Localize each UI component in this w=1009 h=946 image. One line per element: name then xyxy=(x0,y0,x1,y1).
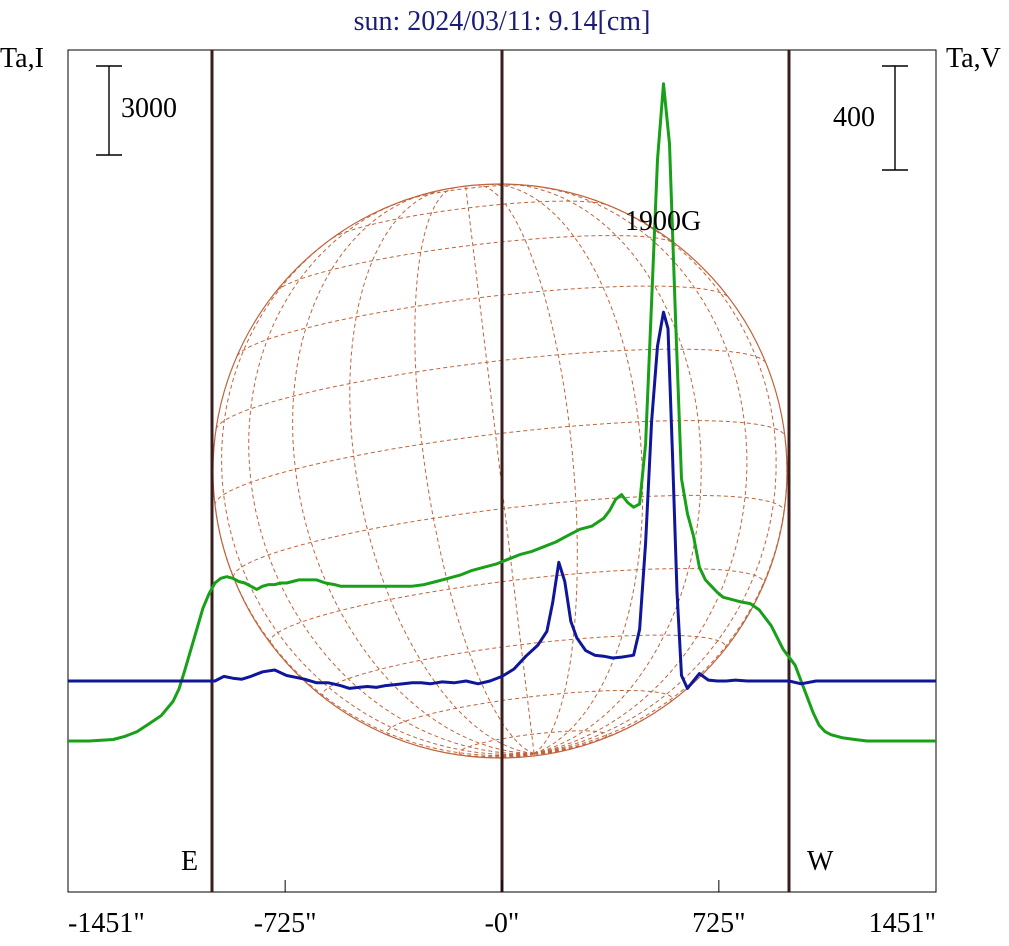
sun-grid-line xyxy=(216,349,766,429)
left-scale-bar xyxy=(96,66,122,155)
sun-grid-line xyxy=(534,437,787,754)
left-scale-bar-label: 3000 xyxy=(121,93,177,124)
sun-grid-line xyxy=(477,185,577,754)
sun-grid-line xyxy=(234,495,784,577)
sun-grid-line xyxy=(350,190,534,754)
sun-grid-line xyxy=(222,230,534,755)
sun-grid-line xyxy=(530,186,747,754)
x-tick-label: -725" xyxy=(254,908,317,939)
chart-title: sun: 2024/03/11: 9.14[cm] xyxy=(354,6,651,37)
right-scale-bar xyxy=(882,66,908,170)
sun-grid-line xyxy=(332,201,607,238)
x-tick-label: 725" xyxy=(692,908,745,939)
sun-grid-line xyxy=(215,505,534,755)
field-annotation: 1900G xyxy=(625,206,701,237)
sun-grid-line xyxy=(293,194,534,753)
sun-disk xyxy=(213,184,787,758)
sun-grid-line xyxy=(387,691,672,737)
sun-grid-line xyxy=(237,286,728,356)
sun-grid-line xyxy=(488,184,643,753)
x-tick-label: 1451" xyxy=(869,908,936,939)
sun-grid-line xyxy=(270,569,764,644)
west-label: W xyxy=(807,846,834,877)
x-tick-label: -0" xyxy=(485,908,520,939)
east-label: E xyxy=(181,846,198,877)
x-axis-ticks: -1451" -725" -0" 725" 1451" xyxy=(68,880,936,939)
right-axis-label: Ta,V xyxy=(946,43,1001,74)
sun-grid-line xyxy=(323,635,726,698)
sun-grid-line xyxy=(249,201,534,754)
left-axis-label: Ta,I xyxy=(0,43,44,74)
sun-grid-line xyxy=(534,200,776,754)
right-scale-bar-label: 400 xyxy=(833,102,875,133)
sun-grid-line xyxy=(466,186,534,753)
x-tick-label: -1451" xyxy=(68,908,145,939)
